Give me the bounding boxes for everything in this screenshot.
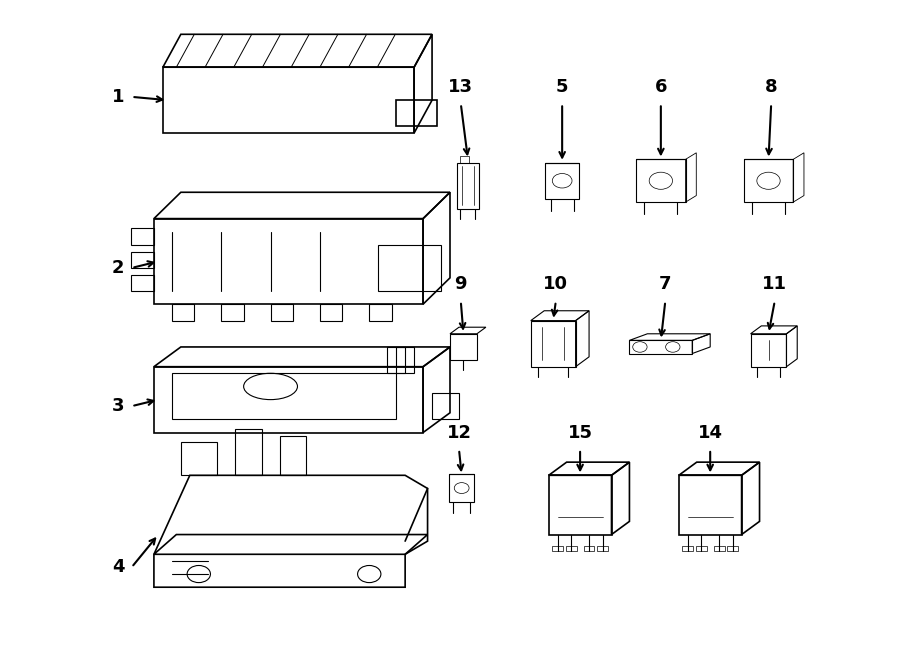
Bar	[280, 436, 306, 475]
Bar	[131, 274, 154, 291]
Bar	[378, 245, 441, 291]
Bar	[584, 546, 595, 551]
Text: 3: 3	[112, 397, 124, 415]
Bar	[320, 304, 342, 321]
Bar	[369, 304, 392, 321]
Bar	[682, 546, 693, 551]
Bar	[221, 304, 244, 321]
Text: 1: 1	[112, 88, 124, 106]
Bar	[450, 334, 477, 360]
Text: 13: 13	[448, 78, 473, 96]
Bar	[396, 100, 436, 126]
Bar	[456, 163, 479, 209]
Bar	[553, 546, 563, 551]
Text: 2: 2	[112, 259, 124, 277]
Text: 4: 4	[112, 559, 124, 576]
Text: 6: 6	[654, 78, 667, 96]
Bar	[696, 546, 706, 551]
Bar	[714, 546, 724, 551]
Bar	[597, 546, 608, 551]
Text: 14: 14	[698, 424, 723, 442]
Bar	[172, 373, 396, 419]
Bar	[751, 334, 787, 367]
Text: 7: 7	[659, 276, 671, 293]
Bar	[545, 163, 580, 199]
Bar	[181, 442, 217, 475]
Bar	[154, 367, 423, 432]
Bar	[449, 475, 474, 502]
Text: 8: 8	[765, 78, 778, 96]
Bar	[566, 546, 577, 551]
Text: 5: 5	[556, 78, 569, 96]
Bar	[432, 393, 459, 419]
Text: 12: 12	[446, 424, 472, 442]
Bar	[636, 159, 686, 202]
Bar	[131, 252, 154, 268]
Bar	[154, 219, 423, 304]
Bar	[271, 304, 293, 321]
Bar	[396, 347, 414, 373]
Text: 15: 15	[568, 424, 592, 442]
Bar	[131, 229, 154, 245]
Bar	[387, 347, 405, 373]
Bar	[461, 156, 470, 163]
Bar	[235, 429, 262, 475]
Text: 11: 11	[762, 276, 788, 293]
Bar	[727, 546, 738, 551]
Bar	[549, 475, 611, 535]
Bar	[679, 475, 742, 535]
Bar	[172, 304, 194, 321]
Bar	[531, 321, 576, 367]
Text: 9: 9	[454, 276, 467, 293]
Bar	[743, 159, 793, 202]
Bar	[163, 67, 414, 133]
Text: 10: 10	[544, 276, 569, 293]
Bar	[629, 340, 692, 354]
